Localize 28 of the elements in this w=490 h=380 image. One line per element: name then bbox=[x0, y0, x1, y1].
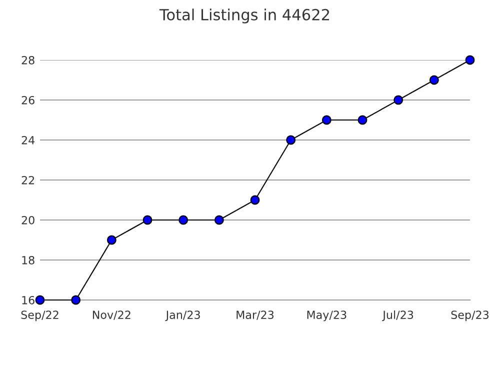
x-tick-label: Jul/23 bbox=[382, 310, 414, 322]
point bbox=[394, 95, 404, 105]
point bbox=[35, 295, 45, 305]
point bbox=[71, 295, 81, 305]
point bbox=[286, 135, 296, 145]
chart-title: Total Listings in 44622 bbox=[159, 8, 330, 24]
x-tick-label: Jan/23 bbox=[165, 310, 200, 322]
y-tick-label: 20 bbox=[22, 216, 34, 224]
point bbox=[322, 115, 332, 125]
x-tick-label: Nov/22 bbox=[92, 310, 130, 320]
point bbox=[142, 215, 152, 225]
y-tick-label: 16 bbox=[22, 296, 34, 304]
y-tick-label: 26 bbox=[22, 96, 34, 104]
x-tick-label: Mar/23 bbox=[236, 310, 274, 320]
point bbox=[214, 215, 224, 225]
y-tick-label: 24 bbox=[22, 136, 35, 144]
x-tick-label: Sep/23 bbox=[451, 310, 489, 322]
x-tick-label: May/23 bbox=[307, 310, 346, 322]
y-tick-label: 22 bbox=[22, 176, 34, 184]
point bbox=[465, 55, 475, 65]
point bbox=[250, 195, 260, 205]
point bbox=[178, 215, 188, 225]
point bbox=[106, 235, 116, 245]
y-tick-label: 18 bbox=[22, 256, 34, 264]
x-tick-label: Sep/22 bbox=[21, 310, 58, 322]
point bbox=[429, 75, 439, 85]
point bbox=[358, 115, 368, 125]
y-tick-label: 28 bbox=[22, 56, 34, 64]
